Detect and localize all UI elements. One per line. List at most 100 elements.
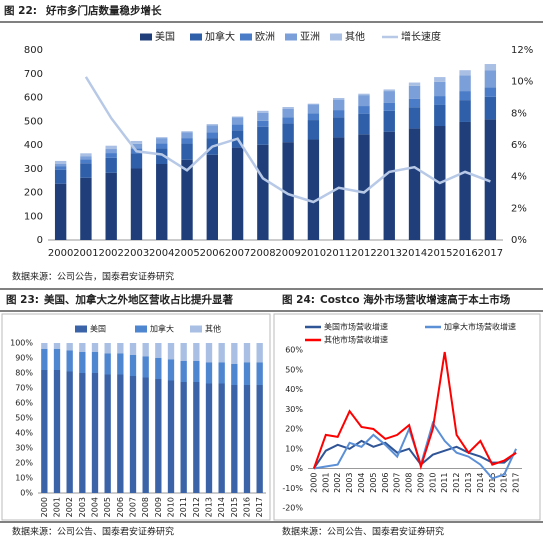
bar-segment bbox=[66, 343, 73, 351]
bar-segment bbox=[53, 343, 61, 349]
y-tick-label: 80% bbox=[15, 369, 33, 378]
source-note: 数据来源：公司公告、国泰君安证券研究 bbox=[282, 526, 444, 538]
x-tick-label: 2012 bbox=[351, 248, 376, 259]
bar-segment bbox=[54, 164, 67, 167]
y-tick-label: 60% bbox=[15, 399, 33, 408]
y-tick-label: 30% bbox=[15, 444, 33, 453]
bar-segment bbox=[434, 104, 446, 126]
bar-segment bbox=[231, 117, 244, 125]
bar-segment bbox=[142, 377, 149, 493]
bar-segment bbox=[53, 370, 61, 493]
bar-segment bbox=[307, 120, 320, 140]
x-tick-label: 2011 bbox=[179, 497, 188, 517]
y2-tick-label: 0% bbox=[511, 235, 527, 246]
y-tick-label: 500 bbox=[24, 116, 43, 127]
bar-segment bbox=[105, 172, 117, 240]
line-series bbox=[312, 351, 517, 470]
legend-label: 其他 bbox=[345, 30, 365, 43]
bar-segment bbox=[206, 132, 218, 139]
bar-segment bbox=[408, 107, 421, 129]
bar-segment bbox=[333, 117, 345, 138]
source-note: 数据来源：公司公告，国泰君安证券研究 bbox=[12, 271, 174, 283]
bar-segment bbox=[358, 95, 370, 107]
x-tick-label: 2001 bbox=[321, 473, 330, 493]
legend-swatch bbox=[240, 33, 252, 41]
y-tick-label: 90% bbox=[15, 354, 33, 363]
legend-swatch bbox=[140, 33, 152, 41]
legend-swatch bbox=[285, 33, 297, 41]
bar-segment bbox=[459, 121, 471, 240]
legend-label: 增长速度 bbox=[401, 30, 441, 43]
bar-segment bbox=[130, 140, 143, 144]
x-tick-label: 2004 bbox=[357, 473, 366, 493]
y2-tick-label: 8% bbox=[511, 108, 527, 119]
bar-segment bbox=[484, 64, 497, 71]
x-tick-label: 2000 bbox=[40, 497, 49, 517]
bar-segment bbox=[434, 81, 446, 97]
bar-segment bbox=[383, 110, 395, 132]
figure-label: 图 24: bbox=[282, 294, 315, 306]
y2-tick-label: 4% bbox=[511, 172, 527, 183]
x-tick-label: 2000 bbox=[48, 248, 73, 259]
x-tick-label: 2001 bbox=[53, 497, 62, 517]
x-tick-label: 2017 bbox=[512, 473, 521, 493]
bar-segment bbox=[307, 139, 320, 240]
figure-title: 美国、加拿大之外地区营收占比提升显著 bbox=[44, 293, 233, 306]
bar-segment bbox=[205, 383, 213, 493]
bar-segment bbox=[129, 376, 137, 493]
x-tick-label: 2007 bbox=[225, 248, 250, 259]
bar-segment bbox=[66, 350, 73, 372]
y-tick-label: 30% bbox=[285, 405, 303, 414]
bar-segment bbox=[41, 349, 48, 370]
bar-segment bbox=[54, 169, 67, 184]
x-tick-label: 2012 bbox=[192, 497, 201, 517]
bar-segment bbox=[167, 359, 175, 381]
bar-segment bbox=[193, 382, 200, 493]
bar-segment bbox=[257, 120, 269, 127]
bar-segment bbox=[408, 98, 421, 108]
x-tick-label: 2006 bbox=[381, 473, 390, 493]
bar-segment bbox=[193, 361, 200, 382]
x-tick-label: 2006 bbox=[200, 248, 225, 259]
bar-segment bbox=[231, 147, 244, 240]
bar-segment bbox=[130, 153, 143, 169]
y-tick-label: 0% bbox=[20, 489, 33, 498]
bar-segment bbox=[156, 143, 168, 149]
x-tick-label: 2001 bbox=[73, 248, 98, 259]
bar-segment bbox=[231, 116, 244, 118]
x-tick-label: 2005 bbox=[369, 473, 378, 493]
legend-swatch bbox=[330, 33, 342, 41]
y2-tick-label: 6% bbox=[511, 140, 527, 151]
panel-frame bbox=[273, 313, 541, 521]
legend-label: 亚洲 bbox=[300, 31, 320, 43]
y-tick-label: 50% bbox=[285, 365, 303, 374]
y-tick-label: 10% bbox=[285, 444, 303, 453]
legend-label: 加拿大 bbox=[150, 324, 174, 334]
x-tick-label: 2016 bbox=[243, 497, 252, 517]
bar-segment bbox=[130, 168, 143, 240]
x-tick-label: 2005 bbox=[103, 497, 112, 517]
y-tick-label: -20% bbox=[282, 504, 303, 513]
x-tick-label: 2015 bbox=[427, 248, 452, 259]
bar-segment bbox=[142, 356, 149, 378]
figure-title: Costco 海外市场营收增速高于本土市场 bbox=[320, 293, 511, 306]
x-tick-label: 2008 bbox=[405, 473, 414, 493]
legend-label: 其他市场营收增速 bbox=[324, 335, 388, 345]
bar-segment bbox=[484, 70, 497, 88]
bar-segment bbox=[91, 343, 99, 352]
bar-segment bbox=[129, 343, 137, 355]
bar-segment bbox=[333, 110, 345, 118]
x-tick-label: 2008 bbox=[250, 248, 275, 259]
bar-segment bbox=[307, 103, 320, 105]
legend-label: 加拿大 bbox=[205, 30, 235, 43]
y-tick-label: -10% bbox=[282, 484, 303, 493]
bar-segment bbox=[257, 126, 269, 145]
y-tick-label: 20% bbox=[285, 425, 303, 434]
bar-segment bbox=[256, 343, 263, 363]
bar-segment bbox=[459, 91, 471, 101]
bar-segment bbox=[104, 343, 111, 354]
legend-label: 美国 bbox=[90, 324, 106, 334]
bar-segment bbox=[180, 343, 187, 361]
x-tick-label: 2014 bbox=[476, 473, 485, 493]
